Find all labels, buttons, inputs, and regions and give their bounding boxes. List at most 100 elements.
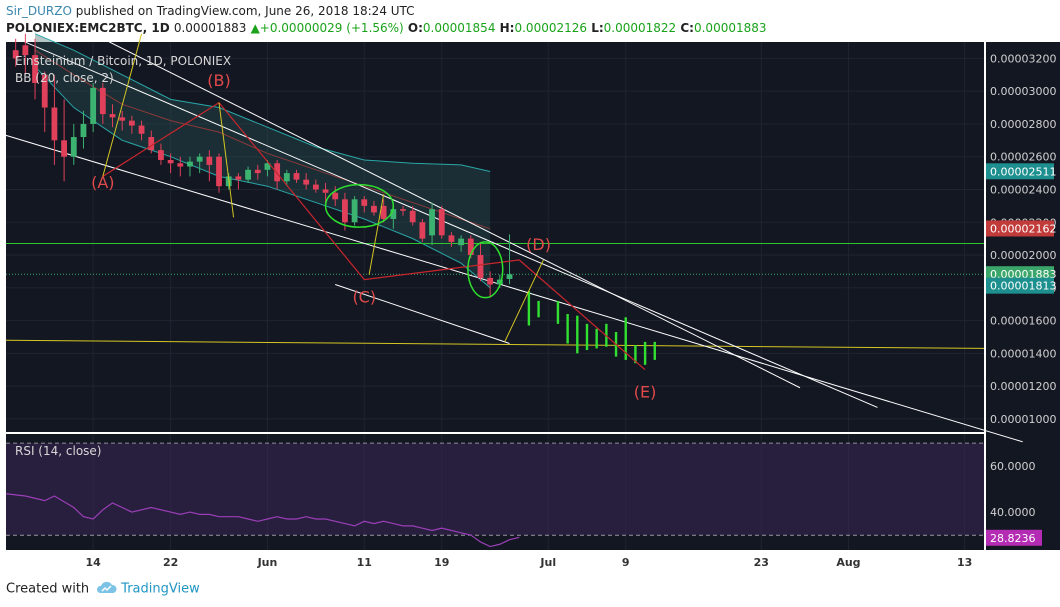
elliott-wave-path	[102, 101, 646, 371]
rsi-tick-label: 60.0000	[990, 460, 1036, 473]
candle-body	[177, 163, 184, 167]
rsi-band	[6, 443, 984, 536]
projection-bar	[634, 345, 637, 364]
candle-body	[303, 179, 310, 185]
candle-body	[390, 209, 397, 219]
bb-fill	[35, 33, 491, 288]
candle-body	[496, 279, 503, 285]
time-tick-label: 9	[622, 556, 630, 569]
candle-body	[361, 199, 368, 206]
candle-body	[51, 107, 58, 141]
projection-bar	[537, 300, 540, 318]
time-tick-label: Jun	[257, 556, 278, 569]
ohlc-header: POLONIEX:EMC2BTC, 1D 0.00001883 ▲+0.0000…	[6, 21, 767, 35]
candle-body	[332, 192, 339, 200]
highlight-ellipse	[324, 183, 395, 228]
candle-body	[467, 238, 474, 256]
candle-body	[109, 114, 116, 118]
close-value: 0.00001883	[693, 21, 767, 35]
price-badge	[986, 277, 1054, 294]
candle-body	[458, 238, 465, 246]
open-label: O:	[407, 21, 423, 35]
candle-body	[235, 176, 242, 180]
publish-info: Sir_DURZO published on TradingView.com, …	[6, 4, 415, 18]
candle-body	[254, 169, 261, 174]
candle-body	[506, 274, 513, 279]
publish-text: published on TradingView.com, June 26, 2…	[75, 4, 415, 18]
candle-body	[293, 173, 300, 180]
candle-body	[148, 137, 155, 151]
wave-label: (D)	[526, 235, 551, 254]
candle-body	[371, 205, 377, 213]
bb-middle-line	[34, 49, 491, 230]
candle-body	[90, 87, 97, 124]
wave-measure-line	[368, 194, 385, 275]
candle-body	[274, 163, 281, 182]
rsi-tick-label: 40.0000	[990, 506, 1036, 519]
projection-bar	[585, 323, 589, 351]
candle-body	[22, 45, 29, 56]
price-tick-label: 0.00002600	[990, 151, 1056, 164]
candle-body	[380, 205, 387, 219]
projection-bar	[653, 341, 656, 360]
candle-body	[119, 117, 126, 121]
symbol-label: POLONIEX:EMC2BTC, 1D	[6, 21, 170, 35]
high-value: 0.00002126	[514, 21, 588, 35]
candle-body	[487, 277, 494, 285]
bb-upper-line	[34, 33, 491, 172]
price-pane	[6, 42, 984, 432]
candle-body	[128, 120, 135, 126]
wave-measure-line	[218, 102, 235, 218]
candle-body	[41, 74, 48, 108]
candle-body	[32, 55, 38, 83]
candle-body	[158, 150, 164, 160]
price-tick-label: 0.00002800	[990, 118, 1056, 131]
time-tick-label: Jul	[539, 556, 556, 569]
price-badge-text: 0.00001813	[990, 280, 1056, 293]
price-tick-label: 0.00003200	[990, 52, 1056, 65]
footer: Created with TradingView	[6, 580, 200, 598]
author-link[interactable]: Sir_DURZO	[6, 4, 72, 18]
horizontal-yellow-line	[5, 339, 985, 349]
price-tick-label: 0.00002000	[990, 249, 1056, 262]
candle-body	[196, 156, 203, 162]
trendline	[335, 284, 510, 344]
candle-body	[216, 156, 222, 187]
up-arrow-icon: ▲	[250, 21, 260, 35]
price-change: +0.00000029 (+1.56%)	[259, 21, 404, 35]
price-badge	[986, 220, 1054, 237]
price-tick-label: 0.00002400	[990, 183, 1056, 196]
trendline	[92, 33, 801, 389]
candle-body	[167, 159, 174, 164]
projection-bar	[643, 341, 647, 365]
candle-body	[70, 137, 77, 157]
rsi-value-badge	[986, 529, 1042, 546]
candle-body	[438, 209, 445, 236]
price-badge	[986, 163, 1054, 180]
price-tick-label: 0.00001000	[990, 413, 1056, 426]
chart-legend-title: Einsteinium / Bitcoin, 1D, POLONIEX	[15, 54, 231, 68]
rsi-value-text: 28.8236	[990, 532, 1036, 545]
candle-body	[206, 156, 213, 165]
price-tick-label: 0.00003000	[990, 85, 1056, 98]
tradingview-link[interactable]: TradingView	[121, 581, 200, 597]
projection-bar	[624, 317, 627, 360]
candle-body	[400, 209, 406, 211]
last-price: 0.00001883	[173, 21, 247, 35]
candle-body	[419, 222, 426, 239]
close-label: C:	[680, 21, 694, 35]
projection-bar	[556, 300, 560, 324]
wave-measure-line	[102, 33, 143, 177]
projection-bar	[527, 291, 531, 326]
projection-bar	[576, 315, 579, 354]
low-label: L:	[591, 21, 604, 35]
time-tick-label: 19	[434, 556, 449, 569]
projection-bar	[566, 314, 569, 344]
wave-measure-line	[504, 259, 544, 343]
candle-body	[322, 189, 329, 193]
time-tick-label: 22	[163, 556, 178, 569]
candle-body	[342, 199, 348, 223]
price-badge-text: 0.00002162	[990, 222, 1056, 235]
created-with-text: Created with	[6, 581, 90, 597]
